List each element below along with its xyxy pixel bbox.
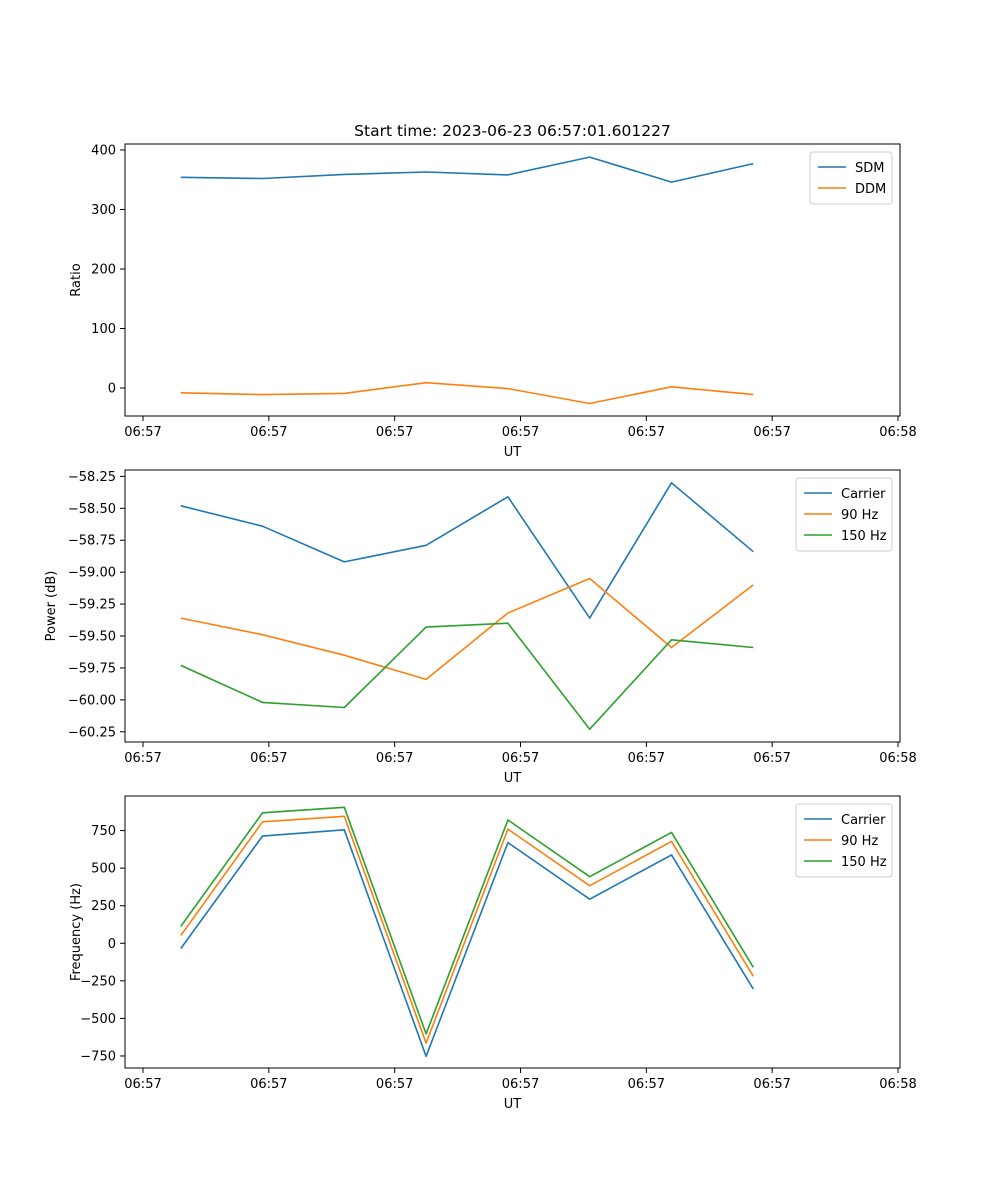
figure-title: Start time: 2023-06-23 06:57:01.601227 — [354, 122, 671, 140]
series-line-90-hz — [180, 577, 754, 681]
legend-box — [795, 477, 893, 552]
x-tick-label: 06:57 — [628, 425, 665, 440]
series-line-ddm — [180, 381, 754, 405]
y-tick-label: 400 — [91, 143, 116, 158]
plot-area — [124, 469, 901, 743]
y-tick-label: 500 — [91, 862, 116, 877]
y-tick-label: −59.50 — [68, 630, 116, 645]
x-tick-label: 06:57 — [124, 751, 161, 766]
y-tick-label: −59.00 — [68, 566, 116, 581]
x-axis-label: UT — [504, 445, 522, 460]
series-line-150-hz — [180, 622, 754, 731]
y-axis-label: Frequency (Hz) — [69, 883, 84, 981]
x-tick-label: 06:58 — [879, 425, 916, 440]
y-tick-label: −58.50 — [68, 502, 116, 517]
y-axis-label: Power (dB) — [44, 571, 59, 642]
legend-label: 90 Hz — [841, 834, 878, 849]
series-line-carrier — [180, 481, 754, 619]
power-panel: 06:57 06:57 06:57 06:57 06:57 06:57 06:58 UT −58… — [44, 469, 917, 786]
x-tick-label: 06:57 — [502, 1077, 539, 1092]
legend-label: Carrier — [841, 813, 886, 828]
y-tick-label: 750 — [91, 824, 116, 839]
x-tick-label: 06:57 — [250, 751, 287, 766]
series-line-carrier — [180, 828, 754, 1058]
y-tick-label: 0 — [108, 937, 116, 952]
x-tick-label: 06:57 — [502, 751, 539, 766]
legend-box — [795, 803, 893, 878]
x-tick-label: 06:57 — [753, 751, 790, 766]
y-tick-label: −59.25 — [68, 598, 116, 613]
series-line-sdm — [180, 156, 754, 183]
legend-label: DDM — [855, 182, 886, 197]
x-axis-label: UT — [504, 1097, 522, 1112]
x-tick-label: 06:57 — [376, 425, 413, 440]
x-tick-label: 06:57 — [753, 425, 790, 440]
y-tick-label: −750 — [80, 1049, 116, 1064]
x-tick-label: 06:57 — [628, 1077, 665, 1092]
x-axis-label: UT — [504, 771, 522, 786]
x-tick-label: 06:57 — [124, 425, 161, 440]
x-tick-label: 06:57 — [502, 425, 539, 440]
x-tick-label: 06:57 — [628, 751, 665, 766]
x-tick-label: 06:58 — [879, 1077, 916, 1092]
y-tick-label: −60.00 — [68, 693, 116, 708]
y-tick-label: 200 — [91, 262, 116, 277]
x-tick-label: 06:57 — [250, 425, 287, 440]
legend-label: SDM — [855, 161, 884, 176]
ratio-panel: 06:57 06:57 06:57 06:57 06:57 06:57 06:58 UT 400… — [69, 143, 917, 460]
x-tick-label: 06:57 — [753, 1077, 790, 1092]
y-tick-label: 250 — [91, 899, 116, 914]
x-tick-label: 06:57 — [250, 1077, 287, 1092]
y-tick-label: −60.25 — [68, 725, 116, 740]
legend-label: 150 Hz — [841, 855, 887, 870]
y-tick-label: −58.75 — [68, 534, 116, 549]
legend-label: Carrier — [841, 487, 886, 502]
y-tick-label: −58.25 — [68, 470, 116, 485]
legend-label: 90 Hz — [841, 508, 878, 523]
y-tick-label: 300 — [91, 203, 116, 218]
y-tick-label: −59.75 — [68, 661, 116, 676]
legend-label: 150 Hz — [841, 529, 887, 544]
x-tick-label: 06:58 — [879, 751, 916, 766]
series-line-150-hz — [180, 806, 754, 1035]
series-line-90-hz — [180, 815, 754, 1044]
frequency-panel: 06:57 06:57 06:57 06:57 06:57 06:57 06:58 UT 750… — [69, 795, 917, 1112]
y-tick-label: −500 — [80, 1012, 116, 1027]
y-axis-label: Ratio — [69, 263, 84, 296]
y-tick-label: −250 — [80, 974, 116, 989]
x-tick-label: 06:57 — [376, 751, 413, 766]
y-tick-label: 100 — [91, 322, 116, 337]
plot-area — [124, 795, 901, 1069]
x-tick-label: 06:57 — [376, 1077, 413, 1092]
y-tick-label: 0 — [108, 382, 116, 397]
legend-box — [809, 151, 893, 205]
x-tick-label: 06:57 — [124, 1077, 161, 1092]
plot-area — [124, 143, 901, 417]
